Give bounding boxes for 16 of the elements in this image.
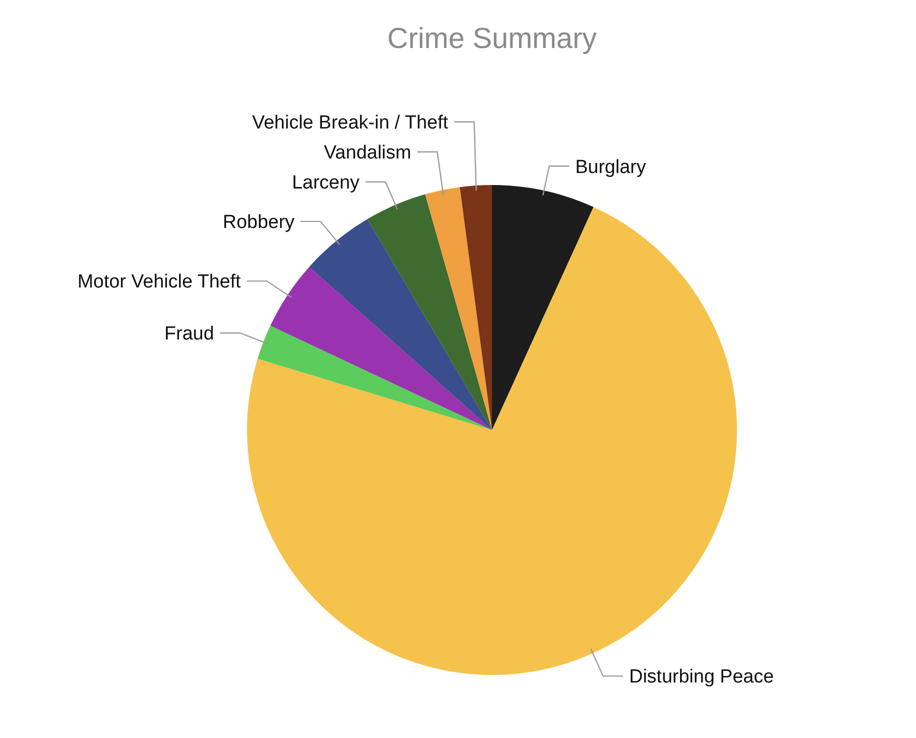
- slice-label: Fraud: [164, 324, 214, 345]
- slice-label: Vandalism: [324, 142, 412, 164]
- pie-slice: [309, 219, 492, 430]
- pie-slice: [425, 187, 492, 430]
- pie-slice: [258, 326, 492, 430]
- chart-title: Crime Summary: [387, 23, 598, 55]
- slice-label: Vehicle Break-in / Theft: [252, 112, 449, 134]
- slice-label: Burglary: [575, 156, 646, 178]
- pie-slice: [367, 194, 492, 430]
- slice-label: Robbery: [222, 212, 296, 234]
- slice-label: Motor Vehicle Theft: [77, 272, 242, 293]
- pie-slice: [460, 185, 492, 430]
- pie-slice: [492, 185, 594, 430]
- pie-slice: [270, 266, 492, 430]
- slice-label: Disturbing Peace: [629, 666, 774, 688]
- slice-label: Larceny: [292, 172, 360, 194]
